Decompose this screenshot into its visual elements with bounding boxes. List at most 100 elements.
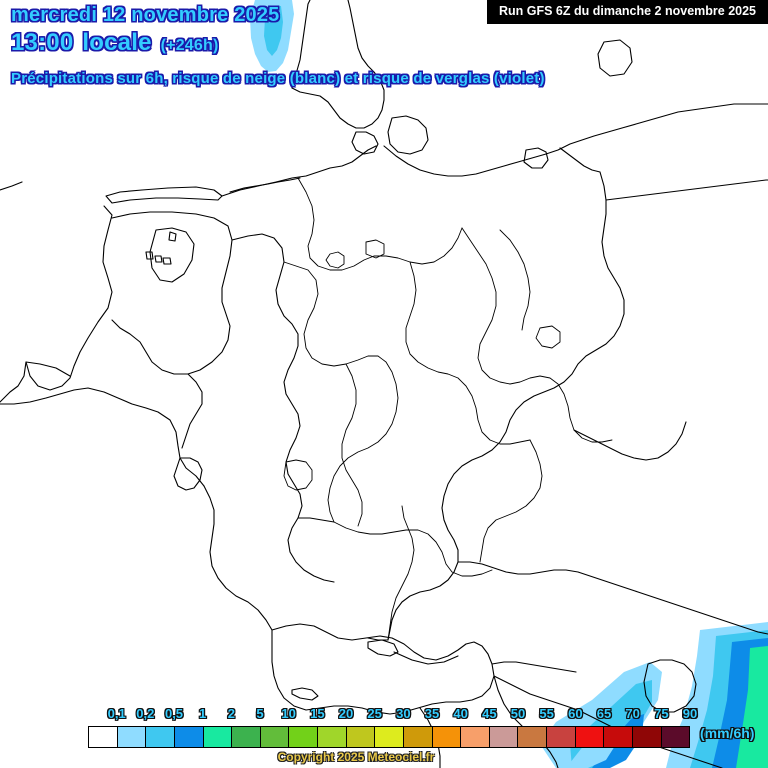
forecast-time-label: 13:00 [11,29,74,56]
border-uk-scrap [0,181,23,191]
state-border-sn-th [479,439,543,563]
colorbar-cell[interactable] [575,727,605,747]
border-netherlands-coast [105,186,223,204]
colorbar-tick-label: 80 [682,706,698,721]
colorbar-cell[interactable] [632,727,662,747]
colorbar-cell[interactable] [375,727,404,747]
state-border-saarland [283,459,313,491]
colorbar-cell[interactable] [547,727,576,747]
colorbar-tick-label: 15 [310,706,325,721]
colorbar-units-label: (mm/6h) [700,725,755,741]
colorbar-cell[interactable] [661,727,690,747]
colorbar-cell[interactable] [232,727,261,747]
colorbar-cell[interactable] [203,727,233,747]
colorbar-swatches[interactable] [88,726,690,748]
border-jutland-west [291,0,311,89]
border-fyn [351,131,379,155]
border-rugen [523,147,549,169]
border-baltic-coast [383,103,768,177]
colorbar-tick-label: 70 [625,706,640,721]
border-sjaelland [387,115,429,155]
colorbar-tick-label: 1 [199,706,207,721]
border-nl-ijsselmeer [149,227,195,283]
colorbar-tick-label: 5 [256,706,264,721]
colorbar-cell[interactable] [346,727,376,747]
border-czech [573,421,687,461]
colorbar-cell[interactable] [403,727,433,747]
border-nl-islet-4 [162,257,172,265]
border-de-pl-baltic [559,147,601,173]
border-slovenia [643,659,697,713]
state-border-bremen [325,251,345,269]
colorbar-tick-label: 50 [510,706,526,721]
colorbar-tick-labels: 0,1 0,2 0,5 1 2 5 10 15 20 25 30 35 40 45 50 55 60 65 70 75… [88,706,698,724]
state-border-bw-by [387,505,415,641]
colorbar-cell[interactable] [318,727,347,747]
border-de-cz-south [367,637,389,641]
colorbar-tick-label: 0,2 [136,706,155,721]
state-border-nds-st [405,261,531,445]
colorbar-cell[interactable] [432,727,462,747]
colorbar-cell[interactable] [89,727,118,747]
colorbar-tick-label: 90 [682,706,698,721]
colorbar-cell[interactable] [604,727,633,747]
forecast-date-label: mercredi 12 novembre 2025 [11,4,280,26]
border-france-east [203,485,273,631]
colorbar-tick-label: 10 [281,706,296,721]
border-bornholm [597,39,633,77]
border-austria-north [457,561,768,635]
border-lake-geneva [291,687,319,701]
state-border-berlin [535,325,561,349]
colorbar-cell[interactable] [146,727,175,747]
colorbar-tick-label: 55 [539,706,554,721]
colorbar-cell[interactable] [289,727,318,747]
state-border-nds-nrw [283,261,399,523]
colorbar-tick-label: 75 [654,706,669,721]
forecast-time-row: 13:00 locale (+246h) [11,29,219,57]
colorbar-cell[interactable] [489,727,519,747]
colorbar-cell[interactable] [174,727,204,747]
state-border-th-by [333,521,493,577]
border-at-it-alps [491,661,577,673]
state-border-rp-bw [297,517,335,523]
border-poland-ne [605,179,768,201]
colorbar-tick-label: 85 [682,706,698,721]
border-be-de [181,373,203,449]
border-de-west [231,233,335,583]
state-border-st-bb [461,227,613,443]
colorbar-tick-label: 60 [568,706,583,721]
border-nl-interior [111,211,233,375]
precip-area-southeast-core [736,646,768,768]
forecast-description-label: Précipitations sur 6h, risque de neige (… [11,70,545,87]
state-border-mv-bb [499,229,531,331]
colorbar-tick-label: 30 [396,706,411,721]
precipitation-colorbar[interactable]: 0,1 0,2 0,5 1 2 5 10 15 20 25 30 35 40 45 50 55 60 65 70 75… [88,706,698,748]
state-border-hessen [341,363,363,527]
state-border-hamburg [365,239,385,259]
border-austria-south [493,675,723,768]
colorbar-cell[interactable] [260,727,290,747]
colorbar-tick-label: 65 [596,706,612,721]
copyright-label: Copyright 2025 Meteociel.fr [277,750,435,764]
colorbar-tick-label: 0,5 [164,706,184,721]
border-nl-islet-3 [154,255,163,263]
forecast-leadtime-label: (+246h) [160,37,219,54]
german-state-borders [283,177,613,641]
colorbar-cell[interactable] [461,727,490,747]
border-lake-constance [367,639,399,657]
border-alps-ridge [393,651,459,665]
colorbar-tick-label: 0,1 [107,706,126,721]
border-de-nordsee-islands [229,177,301,193]
colorbar-tick-label: 45 [482,706,497,721]
border-nl-islet-2 [145,251,154,260]
border-belgium [0,361,71,403]
colorbar-cell[interactable] [117,727,147,747]
colorbar-tick-label: 20 [338,706,354,721]
colorbar-tick-label: 2 [227,706,235,721]
colorbar-cell[interactable] [518,727,547,747]
forecast-timezone-label: locale [82,29,152,56]
